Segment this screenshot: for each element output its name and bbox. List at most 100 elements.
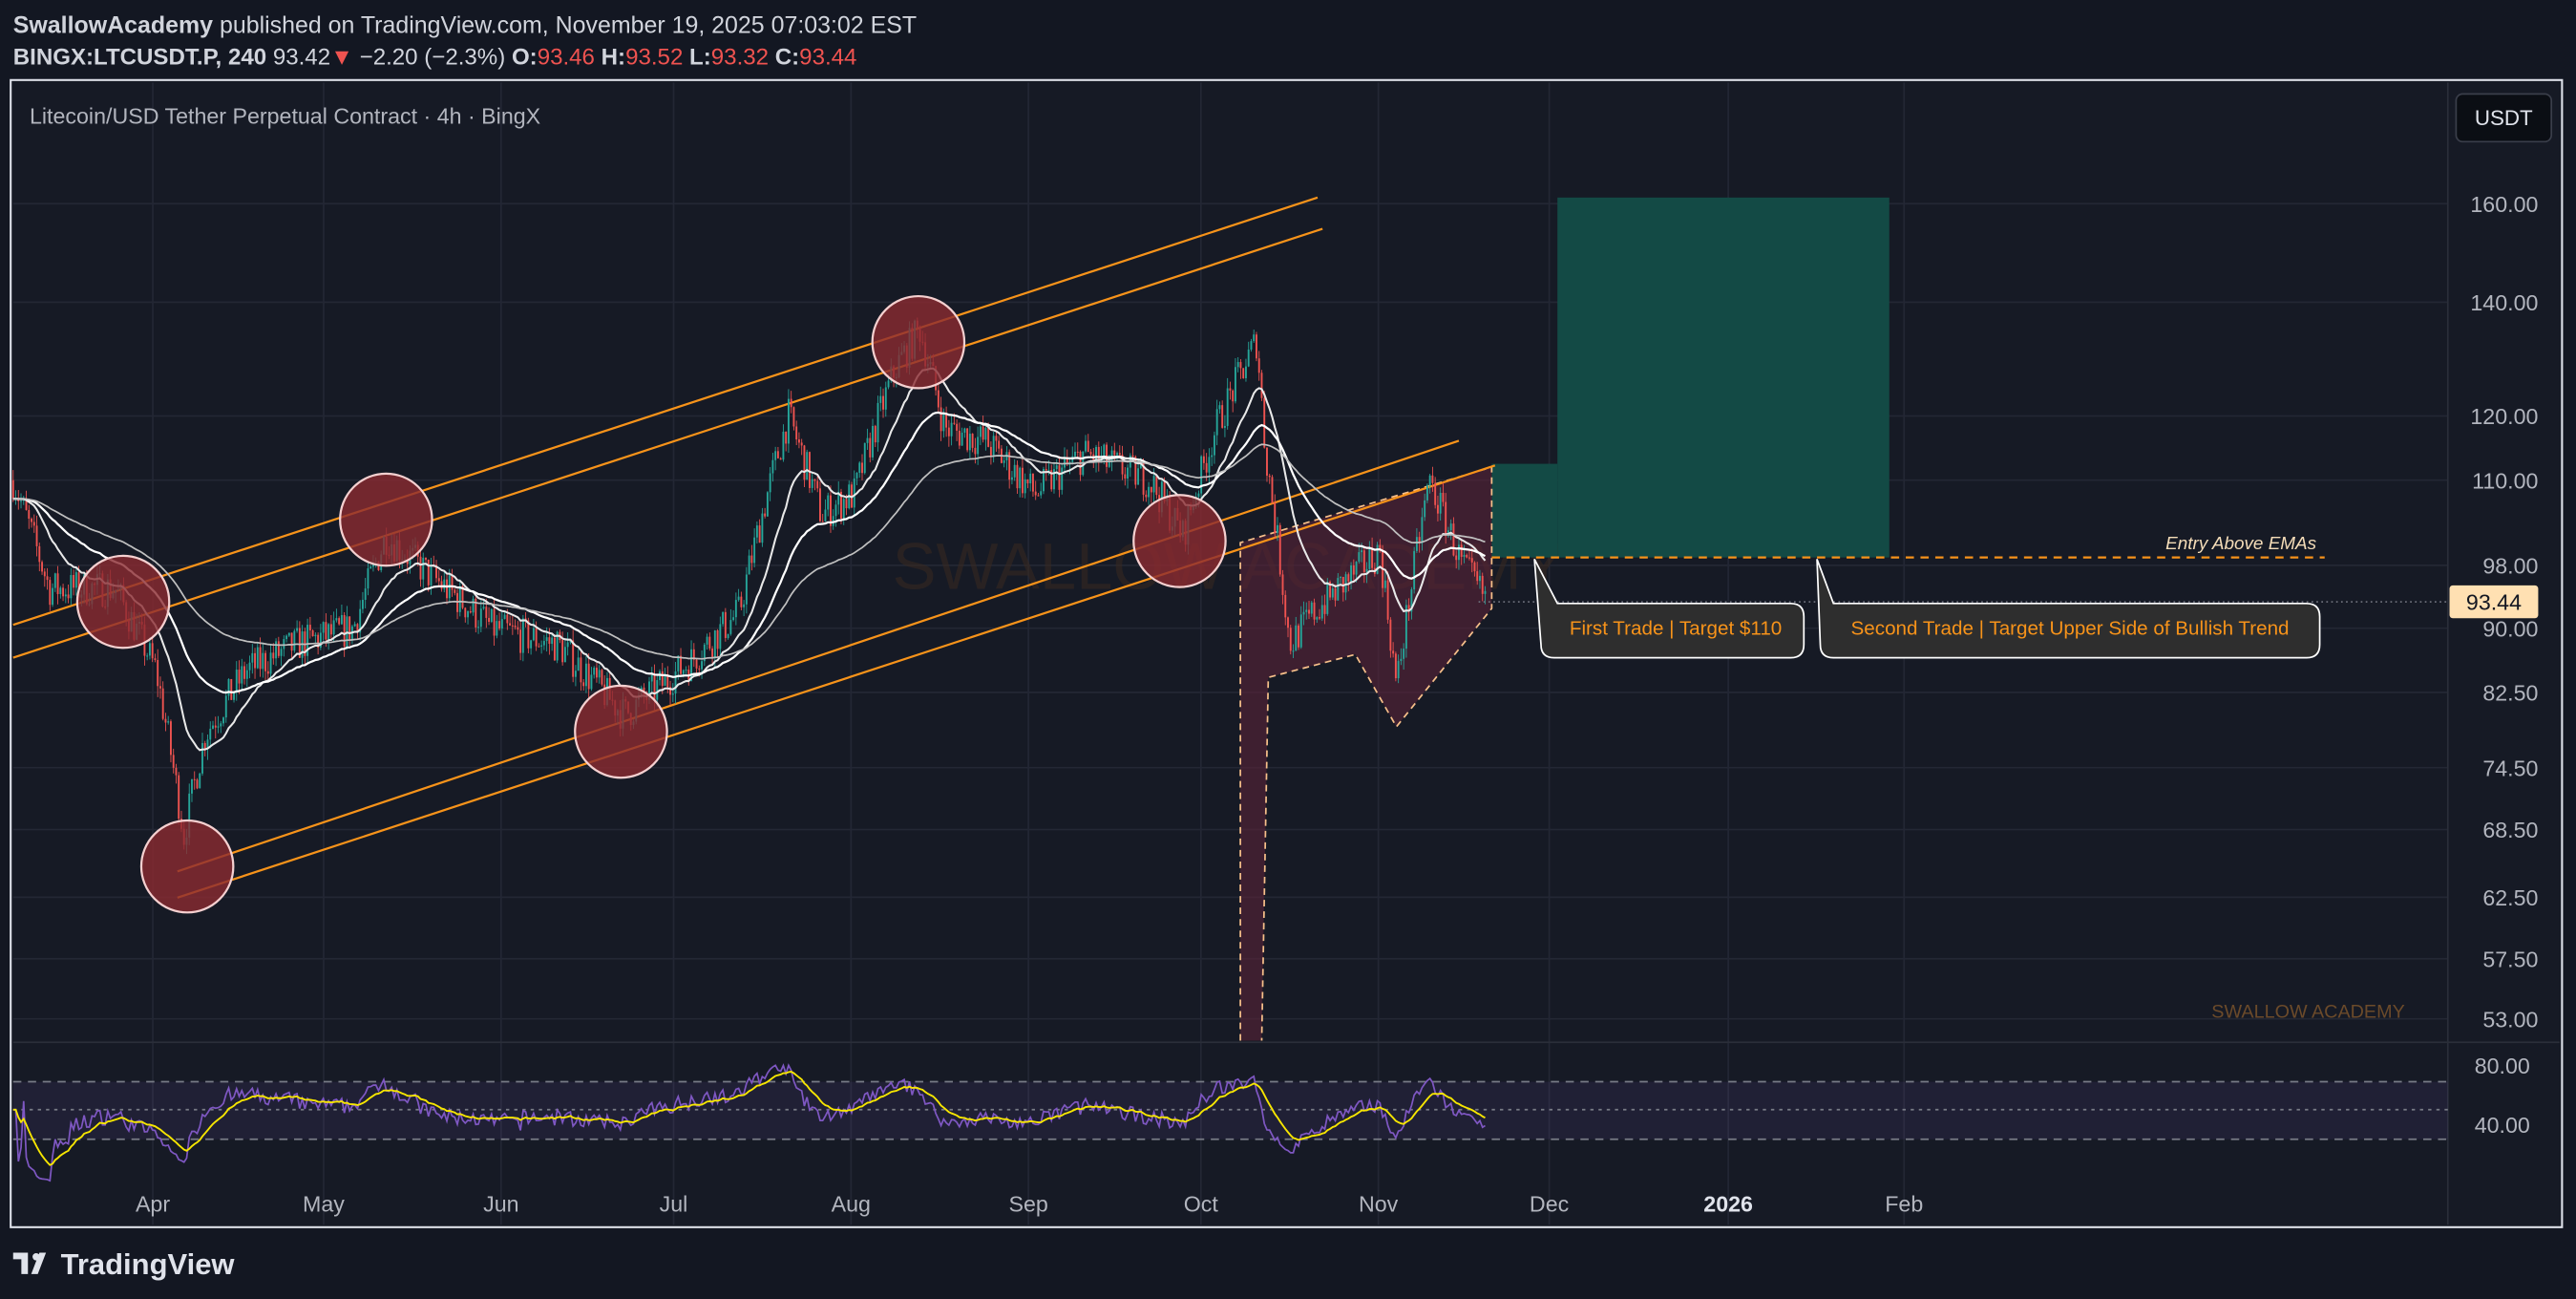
candle: [164, 718, 167, 723]
channel-lower-2: [177, 464, 1496, 899]
candle: [764, 513, 767, 517]
candle: [233, 692, 235, 700]
price-axis[interactable]: 160.00 140.00 120.00 110.00 98.00 90.00 82.50 7…: [2470, 192, 2538, 1032]
bullish-channel[interactable]: [12, 196, 1496, 899]
tradingview-logo[interactable]: TradingView: [12, 1247, 236, 1281]
candle: [500, 619, 503, 629]
candle: [538, 646, 540, 648]
candle: [582, 682, 585, 687]
candle: [947, 427, 950, 437]
target-zone-second[interactable]: [1557, 197, 1890, 558]
time-axis[interactable]: Apr May Jun Jul Aug Sep Oct Nov Dec 2026 Feb: [136, 1191, 1923, 1216]
candle: [968, 434, 971, 451]
candle: [1407, 605, 1410, 612]
candle: [1308, 609, 1310, 614]
candle: [73, 575, 75, 588]
candle: [1074, 451, 1076, 457]
candle: [277, 641, 280, 656]
candle: [25, 498, 28, 510]
price-tick-3: 110.00: [2472, 468, 2538, 493]
candle: [1239, 362, 1242, 369]
candle: [46, 576, 49, 581]
author[interactable]: SwallowAcademy: [13, 12, 213, 39]
rsi-line: [12, 1063, 1486, 1182]
candle: [1234, 367, 1236, 402]
candle: [1139, 462, 1142, 469]
candle: [734, 600, 737, 618]
candle: [580, 657, 582, 683]
rsi-ma-line: [12, 1071, 1486, 1166]
candle: [1460, 544, 1463, 557]
candle: [1085, 440, 1087, 452]
candle: [1358, 552, 1361, 563]
pattern-zone[interactable]: [1240, 467, 1492, 1041]
pattern-dashed-lines: [1239, 465, 1493, 1041]
candle: [556, 631, 559, 661]
candle: [52, 587, 54, 606]
callout-second-trade[interactable]: Second Trade | Target Upper Side of Bull…: [1816, 559, 2321, 659]
candle: [803, 445, 806, 480]
candle: [593, 668, 596, 675]
candle: [1205, 462, 1208, 473]
candle: [435, 564, 437, 579]
candle: [348, 616, 351, 641]
candle: [958, 430, 961, 446]
candle: [1329, 582, 1331, 598]
candle: [1287, 617, 1289, 628]
candle: [1245, 366, 1247, 378]
candle: [787, 398, 790, 444]
candle: [1323, 605, 1326, 614]
candle: [853, 478, 855, 508]
candle: [356, 624, 359, 633]
candle: [222, 717, 224, 724]
candle: [1121, 455, 1124, 475]
candle: [1383, 580, 1386, 588]
target-zone-first[interactable]: [1491, 463, 1558, 558]
candle: [685, 670, 687, 671]
candle: [1087, 440, 1089, 453]
svg-text:First Trade | Target $110: First Trade | Target $110: [1570, 618, 1782, 640]
candle: [950, 422, 953, 437]
candle: [863, 442, 866, 474]
candle: [1202, 456, 1205, 463]
candle: [359, 608, 362, 633]
candle: [1313, 602, 1316, 620]
touch-circles: [75, 294, 1227, 914]
rsi-axis[interactable]: 80.00 40.00: [2475, 1054, 2530, 1138]
candle: [566, 642, 569, 648]
candle: [1479, 575, 1481, 582]
candle: [275, 641, 278, 659]
candle: [430, 564, 433, 586]
price-tick-6: 82.50: [2482, 681, 2538, 706]
candle: [1047, 470, 1050, 472]
candle: [1229, 388, 1232, 391]
candle: [224, 695, 227, 718]
candle: [1425, 485, 1428, 500]
candle: [800, 442, 803, 446]
candle: [669, 687, 671, 695]
candle: [20, 500, 22, 502]
candle: [1016, 464, 1019, 489]
candle: [1442, 492, 1445, 502]
candle: [70, 575, 73, 599]
candle: [577, 657, 580, 671]
candle: [1284, 594, 1287, 618]
candle: [1106, 444, 1108, 467]
symbol: BINGX:LTCUSDT.P, 240: [13, 44, 266, 70]
candle: [238, 670, 241, 684]
candle: [243, 666, 245, 679]
candle: [671, 693, 674, 695]
callout-first-trade[interactable]: First Trade | Target $110: [1533, 558, 1805, 659]
open-value: 93.46: [538, 44, 595, 70]
candle: [653, 674, 656, 700]
candle: [842, 499, 845, 520]
currency-button[interactable]: USDT: [2455, 93, 2553, 143]
candle: [1211, 455, 1214, 458]
candle: [1050, 470, 1053, 490]
candle: [364, 588, 367, 600]
candle: [664, 674, 666, 687]
price-tick-4: 98.00: [2482, 554, 2538, 579]
time-tick-0: Apr: [136, 1191, 170, 1216]
candle: [1350, 564, 1353, 582]
